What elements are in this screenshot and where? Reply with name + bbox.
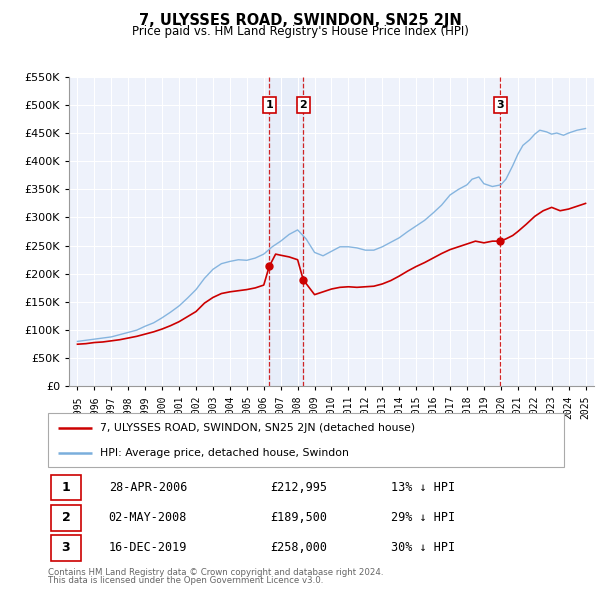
FancyBboxPatch shape — [50, 475, 81, 500]
Text: HPI: Average price, detached house, Swindon: HPI: Average price, detached house, Swin… — [100, 448, 349, 458]
Text: 1: 1 — [265, 100, 273, 110]
Text: £212,995: £212,995 — [270, 481, 327, 494]
Text: Price paid vs. HM Land Registry's House Price Index (HPI): Price paid vs. HM Land Registry's House … — [131, 25, 469, 38]
Text: £258,000: £258,000 — [270, 542, 327, 555]
Text: 3: 3 — [496, 100, 504, 110]
Text: 1: 1 — [62, 481, 70, 494]
FancyBboxPatch shape — [50, 535, 81, 560]
Text: 7, ULYSSES ROAD, SWINDON, SN25 2JN (detached house): 7, ULYSSES ROAD, SWINDON, SN25 2JN (deta… — [100, 422, 415, 432]
Text: 2: 2 — [299, 100, 307, 110]
Point — [298, 275, 308, 284]
Text: 02-MAY-2008: 02-MAY-2008 — [109, 511, 187, 525]
Bar — [269, 77, 303, 386]
Text: £189,500: £189,500 — [270, 511, 327, 525]
FancyBboxPatch shape — [48, 413, 564, 467]
Text: 3: 3 — [62, 542, 70, 555]
Text: 16-DEC-2019: 16-DEC-2019 — [109, 542, 187, 555]
Point — [496, 237, 505, 246]
Text: 30% ↓ HPI: 30% ↓ HPI — [391, 542, 455, 555]
Text: 28-APR-2006: 28-APR-2006 — [109, 481, 187, 494]
Text: Contains HM Land Registry data © Crown copyright and database right 2024.: Contains HM Land Registry data © Crown c… — [48, 568, 383, 576]
Text: 7, ULYSSES ROAD, SWINDON, SN25 2JN: 7, ULYSSES ROAD, SWINDON, SN25 2JN — [139, 13, 461, 28]
Point — [265, 262, 274, 271]
Text: 13% ↓ HPI: 13% ↓ HPI — [391, 481, 455, 494]
Text: 2: 2 — [62, 511, 70, 525]
Text: This data is licensed under the Open Government Licence v3.0.: This data is licensed under the Open Gov… — [48, 576, 323, 585]
Text: 29% ↓ HPI: 29% ↓ HPI — [391, 511, 455, 525]
FancyBboxPatch shape — [50, 505, 81, 530]
